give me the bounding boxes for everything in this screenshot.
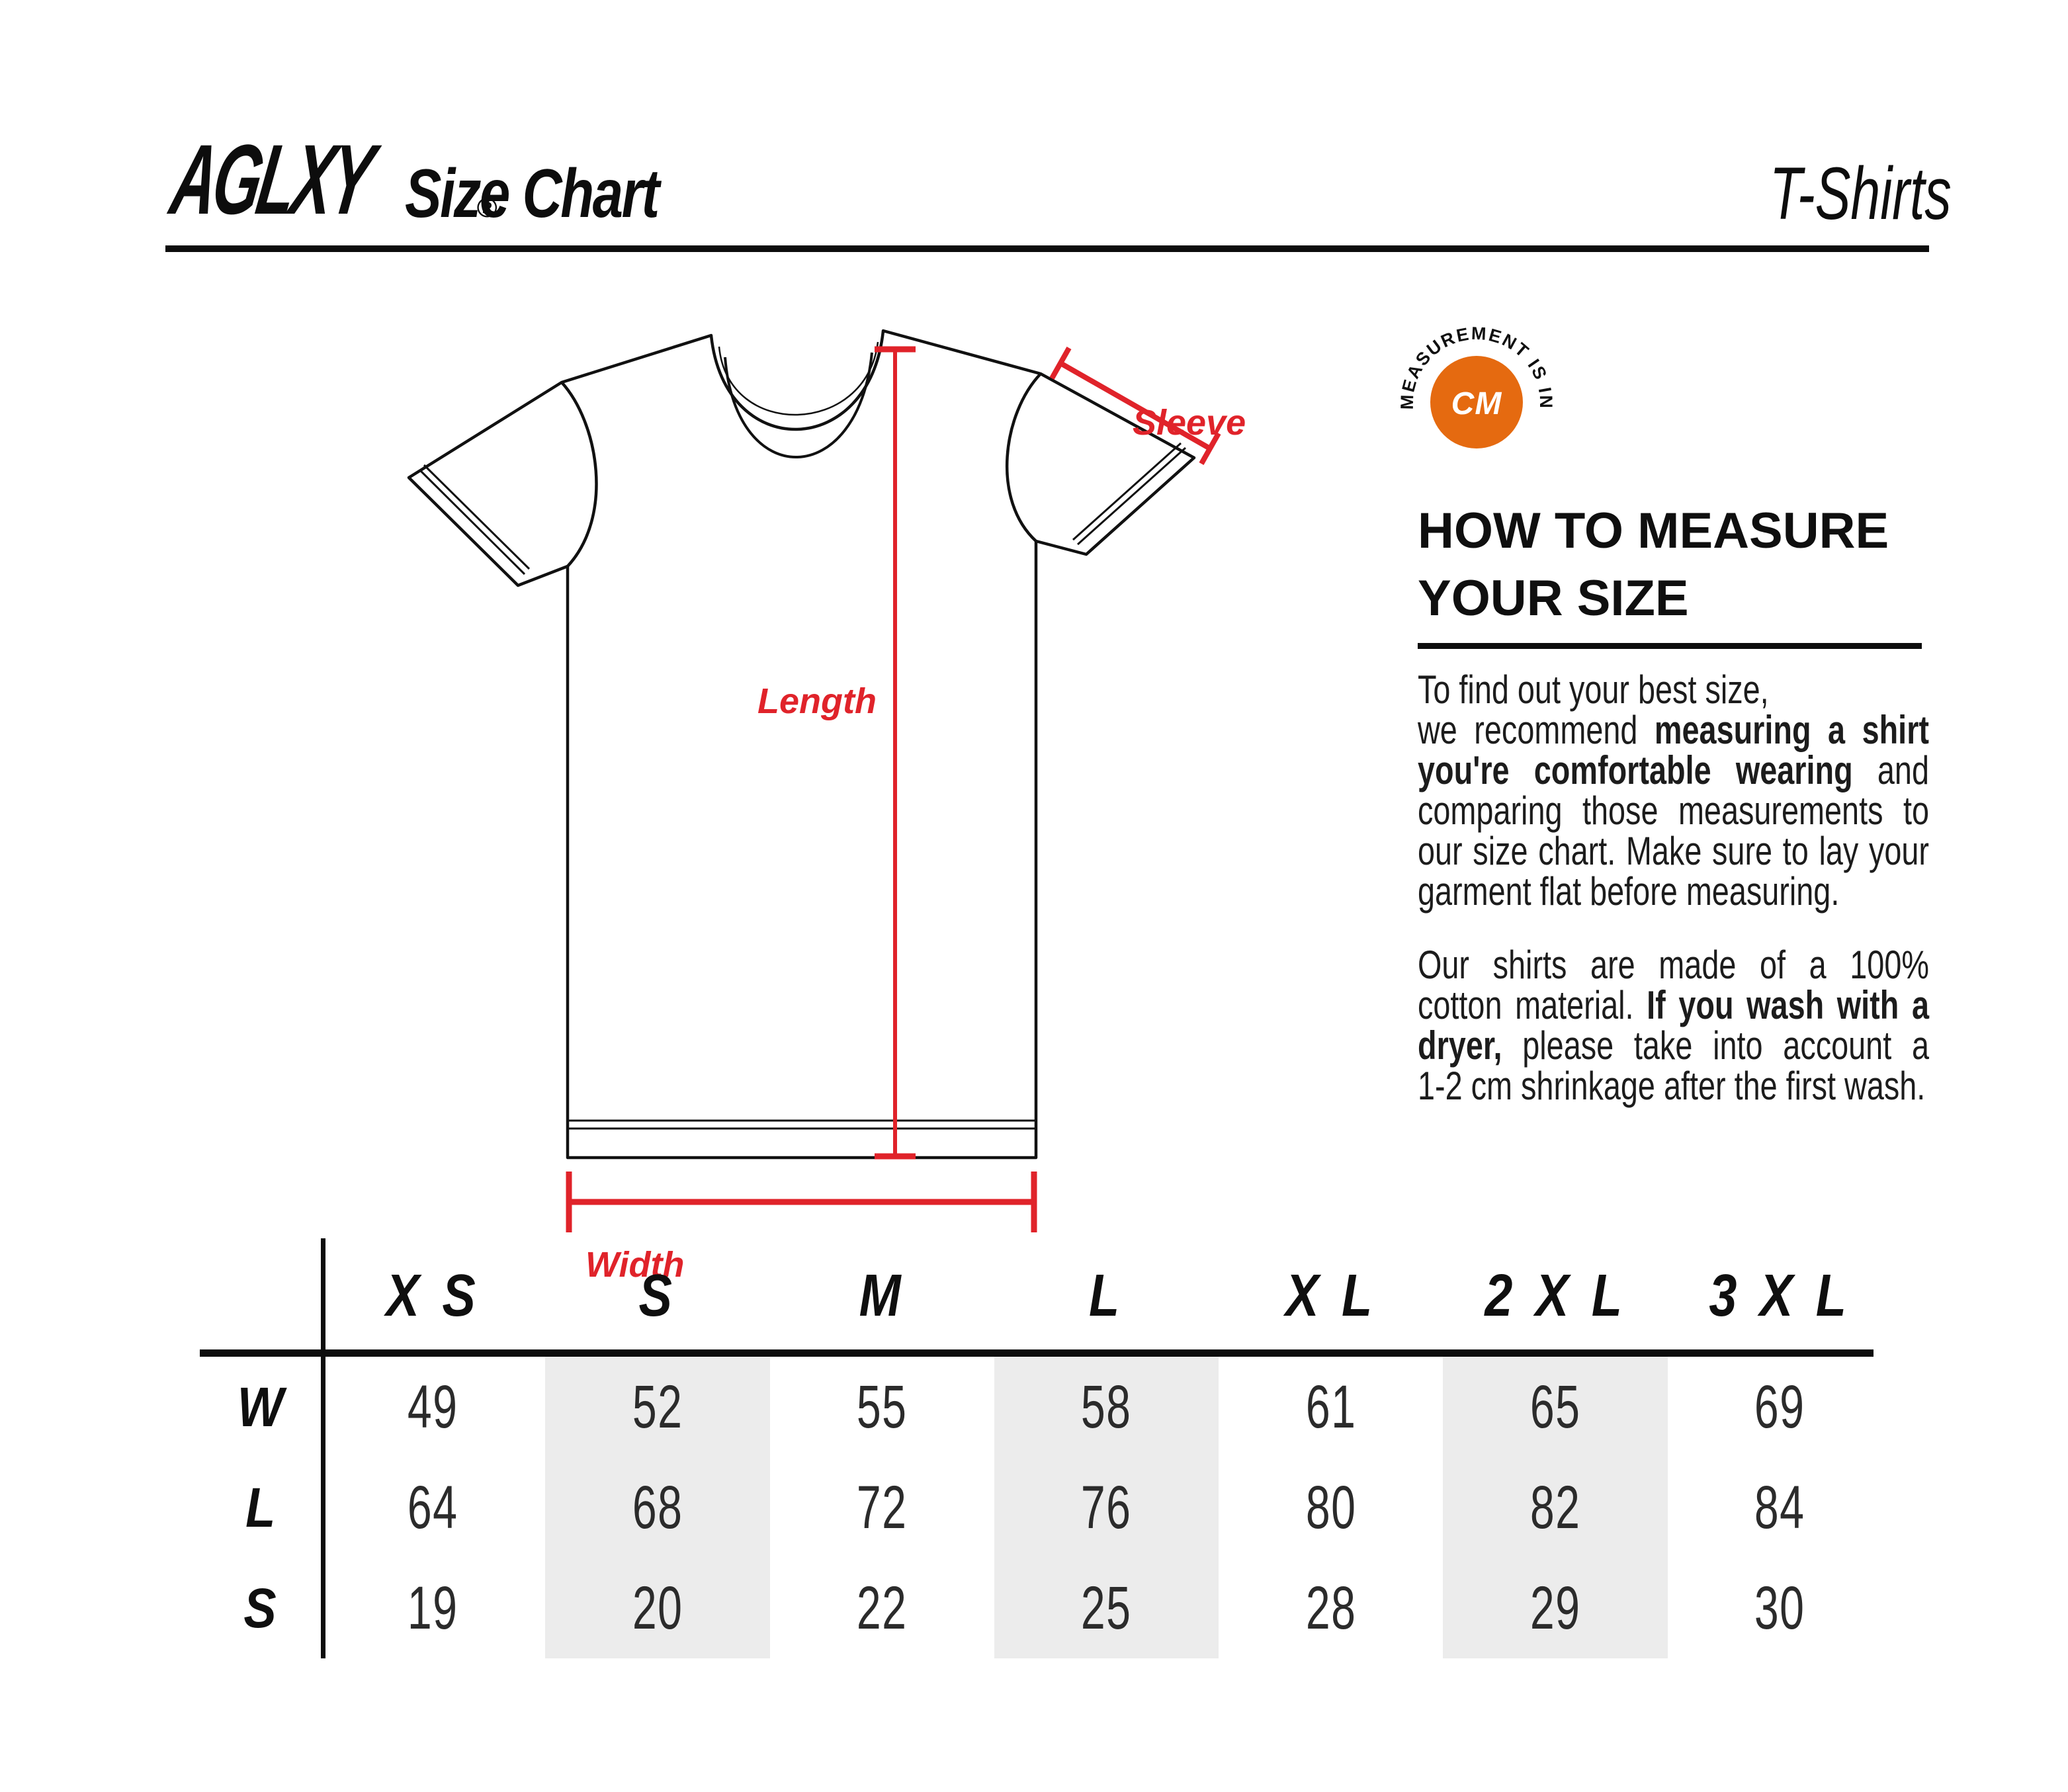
column-header: L [1089,1262,1124,1329]
right-cuff-seam [1072,442,1187,546]
table-corner-cell [200,1242,321,1349]
product-category-title: T-Shirts [1770,152,1952,235]
tshirt-outline [407,329,1196,1160]
registered-trademark-icon: ® [476,192,497,223]
size-table-body: W 49 52 55 58 61 65 69 L 64 68 72 76 80 82 84 S 19 20 22 25 2… [200,1357,1892,1658]
table-header-divider [200,1349,1874,1357]
table-cell: 52 [545,1357,770,1457]
sleeve-measure-line [1049,347,1221,465]
howto-heading-line1: HOW TO MEASURE [1418,503,1889,559]
body-text-line: comparing those measurements to [1418,789,1929,833]
howto-body-text: To find out your best size, we recommend … [1418,669,1929,1106]
size-table-header-row: X S S M L X L 2 X L 3 X L [200,1242,1892,1349]
page-title: Size Chart [405,155,660,232]
table-cell: 30 [1754,1574,1805,1642]
length-measure-line [875,346,916,1160]
table-cell: 49 [408,1373,458,1441]
body-text-line: cotton material. If you wash with a [1418,983,1929,1027]
howto-divider [1418,643,1922,649]
width-measure-line [566,1172,1037,1232]
collar-pin-line [718,341,879,416]
collar-band-line [724,352,873,458]
table-cell: 19 [408,1574,458,1642]
table-cell: 29 [1443,1558,1668,1658]
left-armhole-seam [560,381,598,568]
row-header: S [243,1576,277,1639]
body-text-line: our size chart. Make sure to lay your [1418,829,1929,873]
table-cell: 65 [1443,1357,1668,1457]
table-cell: 82 [1443,1457,1668,1558]
row-header: W [237,1375,284,1438]
brand-logo: AGLXY ® [164,124,501,235]
column-header: X S [386,1262,480,1329]
table-cell: 84 [1754,1473,1805,1541]
header-divider [165,245,1929,252]
table-cell: 25 [994,1558,1219,1658]
measurement-unit-badge: MEASUREMENT IS IN CM [1397,323,1555,448]
body-text-line: Our shirts are made of a 100% [1418,943,1929,987]
table-cell: 64 [408,1473,458,1541]
howto-heading: HOW TO MEASURE YOUR SIZE [1418,497,1947,632]
sleeve-label: Sleeve [1133,403,1246,443]
column-header: 3 X L [1709,1262,1851,1329]
table-cell: 55 [856,1373,908,1441]
table-cell: 58 [994,1357,1219,1457]
howto-paragraph-1: To find out your best size, we recommend … [1418,669,1929,912]
table-cell: 61 [1305,1373,1357,1441]
table-cell: 69 [1754,1373,1805,1441]
length-label: Length [757,681,877,721]
body-text-line: you're comfortable wearing and [1418,748,1929,792]
table-cell: 68 [545,1457,770,1558]
brand-logo-text: AGLXY [164,124,378,235]
howto-heading-line2: YOUR SIZE [1418,570,1689,626]
table-vertical-divider [321,1238,325,1658]
body-text-line: garment flat before measuring. [1418,869,1840,914]
table-cell: 28 [1305,1574,1357,1642]
table-cell: 22 [856,1574,908,1642]
column-header: 2 X L [1485,1262,1627,1329]
table-cell: 80 [1305,1473,1357,1541]
right-armhole-seam [1005,372,1042,542]
table-cell: 76 [994,1457,1219,1558]
table-cell: 72 [856,1473,908,1541]
row-header: L [245,1476,276,1539]
column-header: M [859,1262,906,1329]
hem-seam [569,1119,1035,1130]
tshirt-measurement-diagram: Length Sleeve Width [407,329,1246,1285]
body-text-line: To find out your best size, [1418,667,1769,712]
body-text-line: dryer, please take into account a [1418,1023,1929,1068]
width-label: Width [585,1245,684,1285]
column-header: X L [1285,1262,1377,1329]
body-text-line: 1-2 cm shrinkage after the first wash. [1418,1064,1926,1108]
howto-paragraph-2: Our shirts are made of a 100% cotton mate… [1418,945,1929,1106]
badge-circle [1430,356,1523,448]
body-text-line: we recommend measuring a shirt [1418,708,1929,752]
column-header: S [638,1262,677,1329]
badge-unit-label: CM [1451,386,1502,421]
table-cell: 20 [545,1558,770,1658]
size-table: X S S M L X L 2 X L 3 X L W 49 52 55 58 61 65 69 L 64 68… [200,1242,1892,1658]
left-cuff-seam [419,464,531,576]
